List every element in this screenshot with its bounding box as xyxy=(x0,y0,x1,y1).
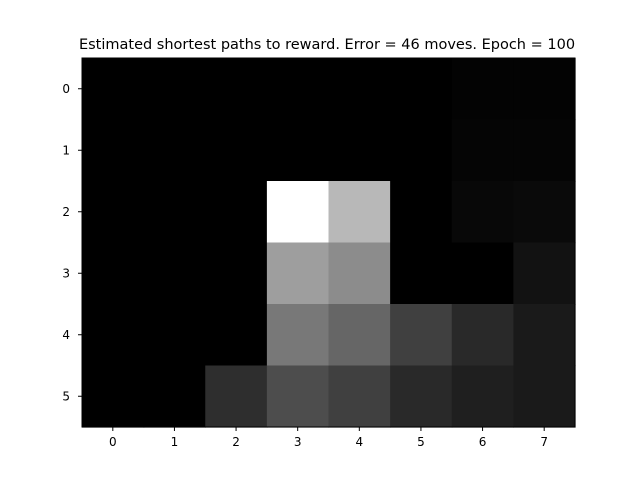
heatmap-cell-r0-c0 xyxy=(82,58,145,121)
heatmap-cell-r0-c2 xyxy=(205,58,268,121)
y-tick-label-1: 1 xyxy=(62,143,70,157)
heatmap-cell-r1-c1 xyxy=(143,119,206,182)
x-tick-label-2: 2 xyxy=(232,435,240,449)
heatmap-cell-r5-c4 xyxy=(328,365,391,428)
heatmap-cell-r1-c6 xyxy=(451,119,514,182)
heatmap-cell-r0-c4 xyxy=(328,58,391,121)
y-tick-label-5: 5 xyxy=(62,389,70,403)
heatmap-cell-r1-c4 xyxy=(328,119,391,182)
heatmap-cell-r4-c2 xyxy=(205,304,268,367)
x-tick-label-1: 1 xyxy=(171,435,179,449)
heatmap-cell-r5-c3 xyxy=(266,365,330,428)
heatmap-cell-r5-c0 xyxy=(82,365,145,428)
heatmap-cell-r4-c0 xyxy=(82,304,145,367)
heatmap-cell-r3-c2 xyxy=(205,242,268,305)
chart-title: Estimated shortest paths to reward. Erro… xyxy=(79,37,575,53)
heatmap-cells xyxy=(82,58,576,428)
heatmap-cell-r1-c7 xyxy=(513,119,576,182)
heatmap-cell-r4-c7 xyxy=(513,304,576,367)
heatmap-cell-r2-c2 xyxy=(205,181,268,244)
heatmap-cell-r4-c5 xyxy=(390,304,453,367)
heatmap-cell-r3-c5 xyxy=(390,242,453,305)
heatmap-cell-r3-c0 xyxy=(82,242,145,305)
heatmap-cell-r0-c1 xyxy=(143,58,206,121)
x-tick-label-6: 6 xyxy=(479,435,487,449)
heatmap-cell-r4-c3 xyxy=(266,304,330,367)
heatmap-cell-r4-c1 xyxy=(143,304,206,367)
x-tick-label-0: 0 xyxy=(109,435,117,449)
y-tick-label-3: 3 xyxy=(62,266,70,280)
heatmap-cell-r3-c4 xyxy=(328,242,391,305)
heatmap-cell-r3-c7 xyxy=(513,242,576,305)
heatmap-cell-r2-c5 xyxy=(390,181,453,244)
heatmap-cell-r5-c2 xyxy=(205,365,268,428)
heatmap-cell-r3-c1 xyxy=(143,242,206,305)
heatmap-cell-r2-c4 xyxy=(328,181,391,244)
heatmap-cell-r0-c5 xyxy=(390,58,453,121)
plot-frame xyxy=(81,57,576,428)
heatmap-cell-r5-c1 xyxy=(143,365,206,428)
heatmap-cell-r0-c6 xyxy=(451,58,514,121)
heatmap-cell-r2-c7 xyxy=(513,181,576,244)
heatmap-cell-r0-c7 xyxy=(513,58,576,121)
x-tick-label-4: 4 xyxy=(355,435,363,449)
heatmap-cell-r2-c6 xyxy=(451,181,514,244)
heatmap-cell-r5-c7 xyxy=(513,365,576,428)
x-tick-label-5: 5 xyxy=(417,435,425,449)
heatmap-cell-r3-c6 xyxy=(451,242,514,305)
y-tick-label-4: 4 xyxy=(62,328,70,342)
heatmap-cell-r2-c1 xyxy=(143,181,206,244)
y-tick-label-2: 2 xyxy=(62,205,70,219)
heatmap-cell-r4-c6 xyxy=(451,304,514,367)
heatmap-cell-r5-c5 xyxy=(390,365,453,428)
heatmap-cell-r1-c2 xyxy=(205,119,268,182)
x-tick-label-7: 7 xyxy=(540,435,548,449)
x-axis-ticks: 0 1 2 3 4 5 6 7 xyxy=(109,427,548,449)
heatmap-cell-r1-c3 xyxy=(266,119,330,182)
heatmap-cell-r1-c0 xyxy=(82,119,145,182)
heatmap-cell-r4-c4 xyxy=(328,304,391,367)
heatmap-cell-r0-c3 xyxy=(266,58,330,121)
heatmap-cell-r2-c3 xyxy=(266,181,330,244)
y-axis-ticks: 0 1 2 3 4 5 xyxy=(62,82,82,403)
heatmap-cell-r5-c6 xyxy=(451,365,514,428)
heatmap-cell-r1-c5 xyxy=(390,119,453,182)
heatmap-cell-r3-c3 xyxy=(266,242,330,305)
y-tick-label-0: 0 xyxy=(62,82,70,96)
x-tick-label-3: 3 xyxy=(294,435,302,449)
heatmap-cell-r2-c0 xyxy=(82,181,145,244)
